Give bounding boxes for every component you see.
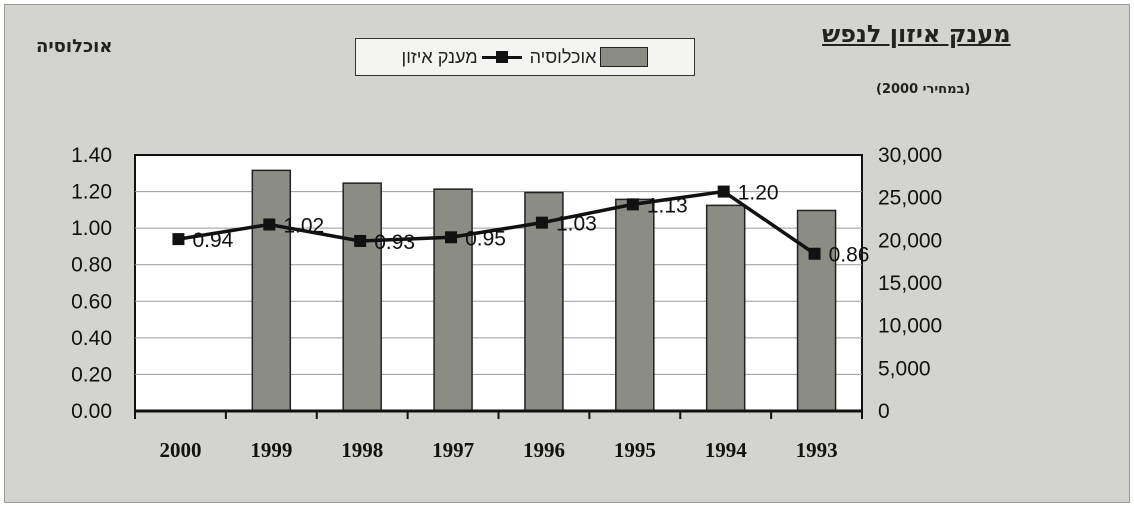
x-tick-label: 1996 [523,438,565,462]
left-axis-title: אוכלוסיה [36,36,113,57]
line-point-1994 [717,185,730,198]
chart-legend: מענק איזון אוכלוסיה [355,38,695,76]
chart-title: מענק איזון לנפש [822,20,1011,48]
y-left-tick-label: 1.20 [71,181,112,204]
y-left-tick-label: 0.40 [71,327,112,350]
bar-1995 [615,198,655,412]
data-label: 0.95 [465,227,506,250]
data-label: 0.93 [374,231,415,254]
y-right-tick-label: 5,000 [878,357,931,380]
data-label: 1.13 [647,194,688,217]
legend-line-swatch-icon [481,48,522,66]
line-point-1999 [263,218,276,231]
line-point-1993 [808,247,821,260]
y-left-tick-label: 1.40 [71,144,112,167]
bar-1997 [433,188,473,412]
line-point-1997 [445,231,458,244]
line-point-1998 [354,234,367,247]
legend-item-line: מענק איזון [402,47,522,68]
y-left-tick-label: 1.00 [71,217,112,240]
x-tick-label: 1994 [705,438,748,462]
legend-line-label: מענק איזון [401,46,478,67]
line-point-1995 [626,198,639,211]
data-label: 0.94 [192,229,233,252]
x-tick-label: 2000 [159,438,201,462]
bar-1998 [342,182,382,412]
data-label: 1.20 [738,182,779,205]
bar-1996 [524,191,564,412]
y-right-tick-label: 30,000 [878,144,942,167]
y-left-tick-label: 0.80 [71,254,112,277]
legend-item-bar: אוכלוסיה [530,47,649,68]
bar-1993 [796,209,837,412]
y-left-tick-label: 0.20 [71,363,112,386]
y-left-tick-label: 0.60 [71,290,112,313]
line-series-path [178,189,816,256]
y-right-tick-label: 15,000 [878,272,942,295]
line-point-2000 [172,233,185,246]
y-right-tick-label: 0 [878,400,890,423]
bar-1999 [251,169,292,412]
bar-1994 [705,204,746,412]
y-right-tick-label: 25,000 [878,187,942,210]
y-right-tick-label: 20,000 [878,229,942,252]
legend-bar-swatch-icon [600,47,649,67]
legend-bar-label: אוכלוסיה [529,46,597,67]
y-right-tick-label: 10,000 [878,315,942,338]
data-label: 1.03 [556,213,597,236]
line-point-1996 [535,216,548,229]
data-label: 0.86 [829,244,870,267]
chart-subtitle: (במחירי 2000) [876,82,971,97]
y-left-tick-label: 0.00 [71,400,112,423]
x-tick-label: 1999 [250,438,292,462]
x-tick-label: 1997 [432,438,474,462]
data-label: 1.02 [283,214,324,237]
x-tick-label: 1998 [341,438,383,462]
x-tick-label: 1993 [796,438,838,462]
x-tick-label: 1995 [614,438,656,462]
